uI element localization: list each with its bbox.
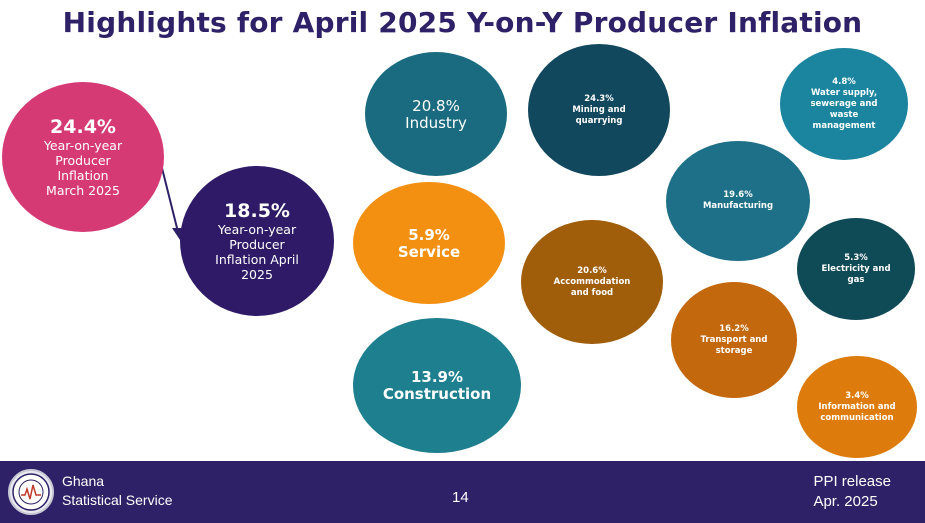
accommodation-bubble: 20.6% Accommodation and food bbox=[521, 220, 663, 344]
information-bubble: 3.4% Information and communication bbox=[797, 356, 917, 458]
manufacturing-value: 19.6% bbox=[723, 190, 753, 200]
information-value: 3.4% bbox=[845, 390, 869, 401]
industry-value: 20.8% bbox=[412, 96, 460, 115]
electricity-bubble: 5.3% Electricity and gas bbox=[797, 218, 915, 320]
manufacturing-label: Manufacturing bbox=[702, 201, 774, 211]
mining-value: 24.3% bbox=[584, 93, 614, 104]
organization-name-line2: Statistical Service bbox=[62, 492, 173, 508]
april-inflation-bubble: 18.5% Year-on-year Producer Inflation Ap… bbox=[180, 166, 334, 316]
footer-bar: Ghana Statistical Service 14 PPI release… bbox=[0, 461, 925, 523]
industry-label: Industry bbox=[405, 113, 467, 132]
march-inflation-value: 24.4% bbox=[50, 116, 116, 138]
mining-label: Mining and quarrying bbox=[572, 104, 626, 126]
water-supply-bubble: 4.8% Water supply, sewerage and waste ma… bbox=[780, 48, 908, 160]
electricity-label: Electricity and gas bbox=[821, 263, 891, 285]
construction-label: Construction bbox=[382, 385, 492, 403]
electricity-value: 5.3% bbox=[844, 252, 868, 263]
organization-name: Ghana Statistical Service bbox=[62, 472, 172, 510]
transport-label: Transport and storage bbox=[700, 334, 768, 356]
construction-value: 13.9% bbox=[410, 368, 464, 386]
march-inflation-bubble: 24.4% Year-on-year Producer Inflation Ma… bbox=[2, 82, 164, 232]
mining-bubble: 24.3% Mining and quarrying bbox=[528, 44, 670, 176]
page-title: Highlights for April 2025 Y-on-Y Produce… bbox=[62, 6, 863, 39]
release-line2: Apr. 2025 bbox=[813, 493, 878, 510]
release-line1: PPI release bbox=[813, 473, 891, 490]
accommodation-value: 20.6% bbox=[577, 265, 607, 276]
release-info: PPI release Apr. 2025 bbox=[813, 472, 891, 512]
service-bubble: 5.9% Service bbox=[353, 182, 505, 304]
water-supply-label: Water supply, sewerage and waste managem… bbox=[810, 87, 878, 131]
service-value: 5.9% bbox=[408, 225, 450, 244]
april-inflation-label: Year-on-year Producer Inflation April 20… bbox=[215, 222, 299, 282]
ghana-statistical-service-logo-icon bbox=[8, 469, 54, 515]
transport-value: 16.2% bbox=[719, 323, 749, 334]
industry-bubble: 20.8% Industry bbox=[365, 52, 507, 176]
service-label: Service bbox=[397, 242, 461, 261]
page-number: 14 bbox=[452, 489, 469, 506]
accommodation-label: Accommodation and food bbox=[553, 276, 631, 298]
march-inflation-label: Year-on-year Producer Inflation March 20… bbox=[43, 138, 123, 198]
manufacturing-bubble: 19.6% Manufacturing bbox=[666, 141, 810, 261]
construction-bubble: 13.9% Construction bbox=[353, 318, 521, 453]
transport-bubble: 16.2% Transport and storage bbox=[671, 282, 797, 398]
information-label: Information and communication bbox=[818, 401, 896, 423]
water-supply-value: 4.8% bbox=[832, 76, 856, 87]
april-inflation-value: 18.5% bbox=[224, 200, 290, 222]
organization-name-line1: Ghana bbox=[62, 473, 105, 489]
